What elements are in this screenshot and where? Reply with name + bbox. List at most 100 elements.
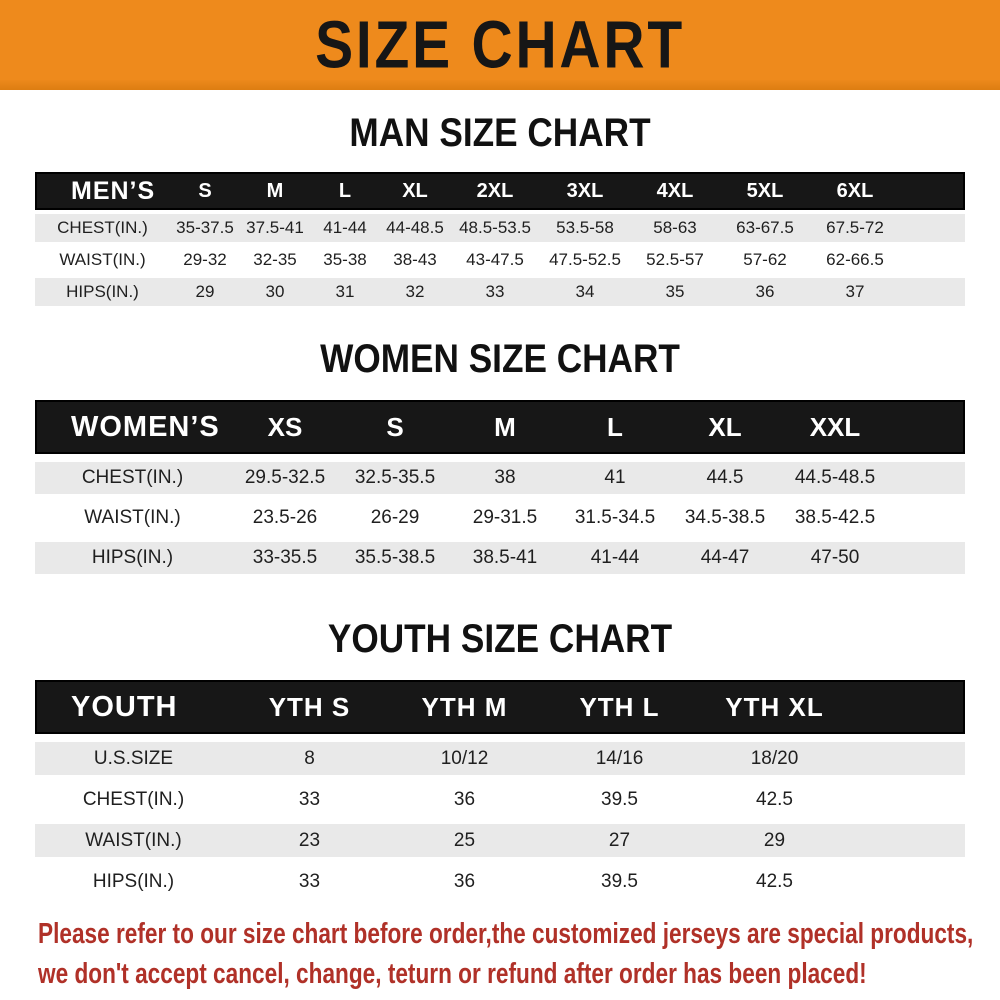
cell-value: 41-44 [590, 547, 640, 568]
size-column-header: XL [708, 411, 742, 442]
men-table-header-row: MEN’S S M L XL 2XL 3XL 4XL 5XL 6XL [35, 172, 965, 210]
women-section-title: WOMEN SIZE CHART [320, 337, 680, 381]
cell-value: 38.5-41 [472, 547, 538, 568]
cell-value: 41-44 [323, 218, 367, 237]
cell-value: 39.5 [601, 788, 638, 810]
cell-value: 38-43 [393, 250, 437, 269]
cell-value: 31 [335, 282, 355, 301]
cell-value: 32.5-35.5 [354, 467, 436, 488]
cell-value: 35 [665, 282, 685, 301]
cell-value: 34 [575, 282, 595, 301]
cell-value: 14/16 [595, 747, 644, 769]
youth-section-title: YOUTH SIZE CHART [327, 617, 673, 661]
cell-value: 29.5-32.5 [244, 467, 326, 488]
cell-value: 58-63 [653, 218, 697, 237]
cell-value: 67.5-72 [826, 218, 884, 237]
cell-value: 36 [453, 788, 476, 810]
size-column-header: L [607, 411, 623, 442]
row-label: HIPS(IN.) [92, 870, 175, 892]
cell-value: 25 [453, 829, 476, 851]
size-column-header: S [386, 411, 404, 442]
row-label: U.S.SIZE [93, 747, 174, 769]
row-label: CHEST(IN.) [81, 467, 184, 488]
table-row: WAIST(IN.) 23 25 27 29 [35, 824, 965, 857]
size-column-header: YTH M [421, 691, 508, 722]
youth-size-table: YOUTH YTH S YTH M YTH L YTH XL U.S.SIZE 8 10/1… [35, 680, 965, 898]
table-header-label: YOUTH [71, 690, 178, 723]
women-table-header-row: WOMEN’S XS S M L XL XXL [35, 400, 965, 454]
cell-value: 41 [604, 467, 626, 488]
cell-value: 33 [485, 282, 505, 301]
row-label: WAIST(IN.) [84, 507, 181, 528]
youth-size-chart-section: YOUTH SIZE CHART YOUTH YTH S YTH M YTH L YTH… [0, 616, 1000, 898]
cell-value: 29 [763, 829, 786, 851]
cell-value: 23 [298, 829, 321, 851]
cell-value: 35-37.5 [176, 218, 234, 237]
disclaimer-line-1: Please refer to our size chart before or… [38, 918, 974, 950]
table-row: HIPS(IN.) 33 36 39.5 42.5 [35, 865, 965, 898]
cell-value: 37 [845, 282, 865, 301]
cell-value: 33 [298, 788, 321, 810]
cell-value: 43-47.5 [466, 250, 524, 269]
cell-value: 44.5-48.5 [794, 467, 876, 488]
cell-value: 32 [405, 282, 425, 301]
cell-value: 47-50 [810, 547, 860, 568]
men-section-title: MAN SIZE CHART [349, 111, 651, 155]
size-column-header: YTH XL [725, 691, 824, 722]
size-column-header: YTH L [579, 691, 660, 722]
size-column-header: L [338, 179, 352, 202]
size-column-header: 6XL [836, 179, 874, 202]
cell-value: 53.5-58 [556, 218, 614, 237]
row-label: CHEST(IN.) [82, 788, 185, 810]
size-column-header: M [266, 179, 284, 202]
youth-table-body: U.S.SIZE 8 10/12 14/16 18/20 CHEST(IN.) 33 36 39… [35, 742, 965, 898]
cell-value: 30 [265, 282, 285, 301]
size-column-header: YTH S [268, 691, 351, 722]
disclaimer-line-2: we don't accept cancel, change, teturn o… [38, 958, 867, 990]
size-column-header: 4XL [656, 179, 694, 202]
cell-value: 63-67.5 [736, 218, 794, 237]
cell-value: 47.5-52.5 [549, 250, 621, 269]
cell-value: 32-35 [253, 250, 297, 269]
women-size-chart-section: WOMEN SIZE CHART WOMEN’S XS S M L XL XXL CHEST… [0, 336, 1000, 574]
cell-value: 39.5 [601, 870, 638, 892]
cell-value: 29 [195, 282, 215, 301]
cell-value: 23.5-26 [252, 507, 318, 528]
cell-value: 38 [494, 467, 516, 488]
size-column-header: S [198, 179, 212, 202]
women-table-body: CHEST(IN.) 29.5-32.5 32.5-35.5 38 41 44.5 44.5… [35, 462, 965, 574]
cell-value: 38.5-42.5 [794, 507, 876, 528]
cell-value: 42.5 [756, 788, 793, 810]
cell-value: 36 [453, 870, 476, 892]
disclaimer: Please refer to our size chart before or… [38, 914, 1000, 994]
men-table-body: CHEST(IN.) 35-37.5 37.5-41 41-44 44-48.5 48.5… [35, 214, 965, 306]
row-label: HIPS(IN.) [66, 282, 139, 301]
cell-value: 35-38 [323, 250, 367, 269]
cell-value: 37.5-41 [246, 218, 304, 237]
cell-value: 42.5 [756, 870, 793, 892]
cell-value: 62-66.5 [826, 250, 884, 269]
cell-value: 57-62 [743, 250, 787, 269]
cell-value: 8 [304, 747, 315, 769]
row-label: WAIST(IN.) [85, 829, 182, 851]
table-row: HIPS(IN.) 33-35.5 35.5-38.5 38.5-41 41-44 44-… [35, 542, 965, 574]
cell-value: 18/20 [750, 747, 799, 769]
cell-value: 48.5-53.5 [459, 218, 531, 237]
cell-value: 33-35.5 [252, 547, 318, 568]
size-column-header: XL [402, 179, 428, 202]
cell-value: 44-47 [700, 547, 750, 568]
cell-value: 27 [608, 829, 631, 851]
table-row: CHEST(IN.) 29.5-32.5 32.5-35.5 38 41 44.5 44.5… [35, 462, 965, 494]
banner-title: SIZE CHART [315, 7, 685, 83]
table-row: WAIST(IN.) 29-32 32-35 35-38 38-43 43-47.5 47.… [35, 246, 965, 274]
cell-value: 35.5-38.5 [354, 547, 436, 568]
table-row: HIPS(IN.) 29 30 31 32 33 34 35 36 37 [35, 278, 965, 306]
row-label: HIPS(IN.) [91, 547, 174, 568]
size-column-header: M [494, 411, 516, 442]
cell-value: 10/12 [440, 747, 489, 769]
cell-value: 29-32 [183, 250, 227, 269]
cell-value: 52.5-57 [646, 250, 704, 269]
table-row: U.S.SIZE 8 10/12 14/16 18/20 [35, 742, 965, 775]
size-column-header: 5XL [746, 179, 784, 202]
size-column-header: 2XL [476, 179, 514, 202]
